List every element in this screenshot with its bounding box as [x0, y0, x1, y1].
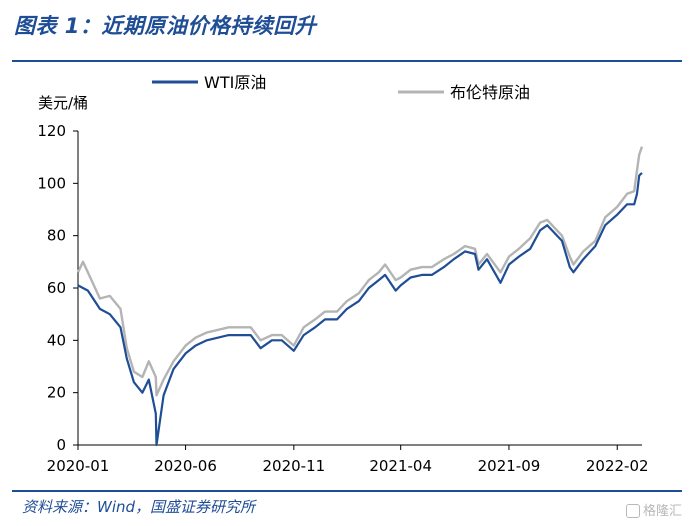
- figure-title: 图表 1：近期原油价格持续回升: [14, 14, 317, 38]
- y-tick-label: 60: [47, 279, 66, 297]
- bottom-rule: [12, 490, 682, 492]
- y-tick-label: 40: [47, 331, 66, 349]
- watermark-logo-icon: [625, 504, 640, 518]
- y-tick-label: 20: [47, 384, 66, 402]
- x-tick-label: 2021-04: [369, 457, 432, 475]
- watermark-text: 格隆汇: [642, 504, 682, 519]
- tick-group: 0 20 40 60 80 100 120 2020-01 2020-06 2020-11 2021…: [37, 122, 648, 475]
- x-tick-label: 2020-01: [47, 457, 110, 475]
- y-tick-label: 100: [37, 174, 66, 192]
- watermark: 格隆汇: [625, 500, 682, 519]
- line-chart: 0 20 40 60 80 100 120 2020-01 2020-06 2020-11 2021…: [37, 73, 648, 475]
- x-tick-label: 2020-06: [154, 457, 217, 475]
- legend-label-wti: WTI原油: [204, 73, 266, 92]
- y-tick-label: 120: [37, 122, 66, 140]
- wti-series-line: [77, 172, 643, 447]
- source-note: 资料来源：Wind，国盛证券研究所: [22, 498, 256, 516]
- y-tick-label: 0: [56, 436, 66, 454]
- x-tick-label: 2021-09: [478, 457, 541, 475]
- x-tick-label: 2020-11: [262, 457, 325, 475]
- y-tick-label: 80: [47, 227, 66, 245]
- x-tick-label: 2022-02: [586, 457, 649, 475]
- brent-series-line: [76, 146, 644, 397]
- series-lines: [76, 146, 644, 447]
- legend-label-brent: 布伦特原油: [450, 83, 530, 102]
- y-axis-unit-label: 美元/桶: [38, 94, 88, 112]
- top-rule: [12, 60, 682, 62]
